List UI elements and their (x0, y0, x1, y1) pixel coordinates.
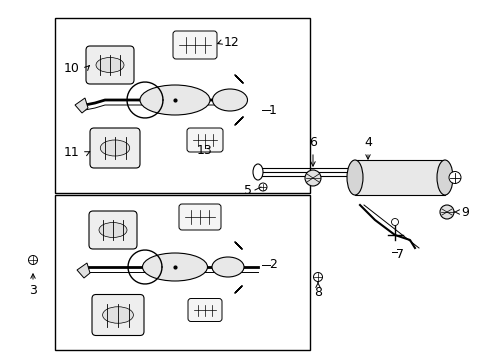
Bar (55, 18, 309, 193)
Ellipse shape (439, 205, 453, 219)
Ellipse shape (96, 58, 124, 72)
FancyBboxPatch shape (89, 211, 137, 249)
Text: 1: 1 (268, 104, 276, 117)
FancyBboxPatch shape (179, 204, 221, 230)
Text: 8: 8 (313, 285, 321, 298)
Ellipse shape (99, 222, 127, 238)
Ellipse shape (252, 164, 263, 180)
Ellipse shape (100, 140, 129, 156)
Text: 9: 9 (460, 206, 468, 219)
Text: 13: 13 (197, 144, 212, 157)
FancyBboxPatch shape (86, 46, 134, 84)
Ellipse shape (313, 273, 322, 282)
Ellipse shape (212, 89, 247, 111)
Ellipse shape (436, 160, 452, 195)
FancyBboxPatch shape (186, 128, 223, 152)
Polygon shape (77, 263, 90, 278)
Ellipse shape (140, 85, 209, 115)
FancyBboxPatch shape (187, 298, 222, 321)
Ellipse shape (305, 170, 320, 186)
FancyBboxPatch shape (173, 31, 217, 59)
Text: 7: 7 (395, 248, 403, 261)
Ellipse shape (448, 171, 460, 184)
Polygon shape (75, 98, 88, 113)
Text: 2: 2 (268, 258, 276, 271)
Ellipse shape (391, 219, 398, 225)
Ellipse shape (28, 256, 38, 265)
FancyBboxPatch shape (90, 128, 140, 168)
Bar (354, 160, 444, 195)
Text: 12: 12 (224, 36, 240, 49)
Text: 4: 4 (364, 136, 371, 149)
Ellipse shape (102, 307, 133, 323)
Bar (55, 195, 309, 350)
Text: 6: 6 (308, 136, 316, 149)
FancyBboxPatch shape (92, 294, 143, 336)
Ellipse shape (346, 160, 362, 195)
Text: 3: 3 (29, 284, 37, 297)
Ellipse shape (259, 183, 266, 191)
Text: 10: 10 (64, 62, 80, 75)
Ellipse shape (212, 257, 244, 277)
Text: 11: 11 (64, 147, 80, 159)
Text: 5: 5 (244, 184, 251, 197)
Ellipse shape (142, 253, 207, 281)
